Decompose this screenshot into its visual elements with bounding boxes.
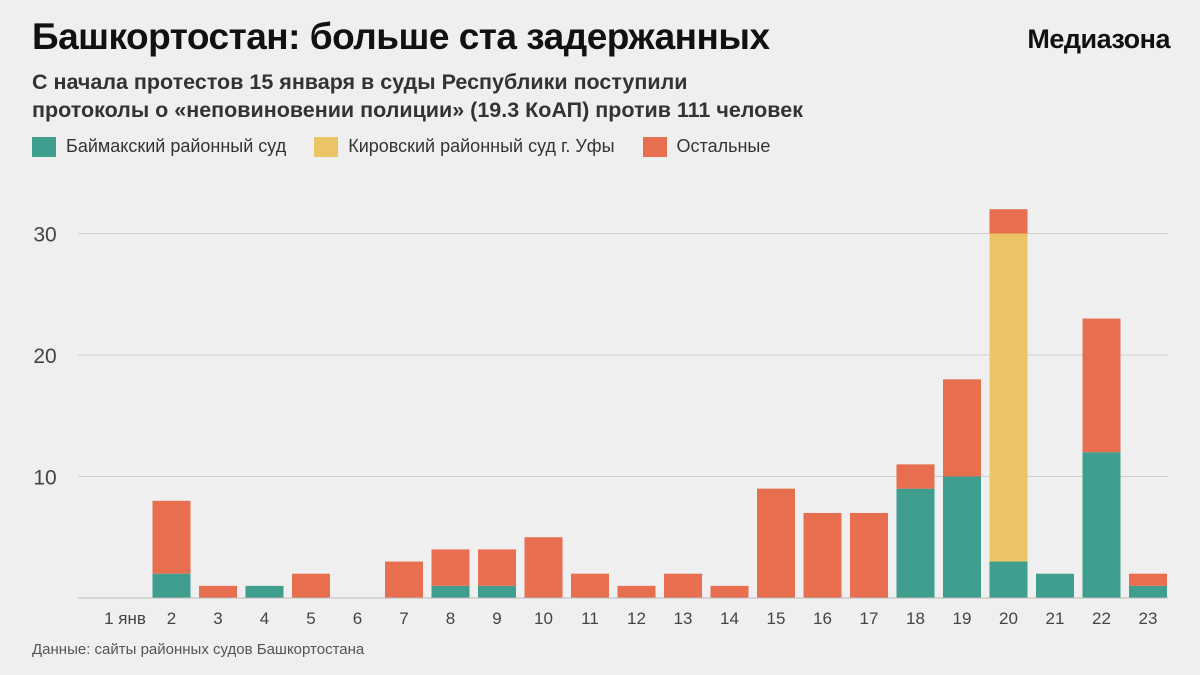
y-tick-label: 20	[33, 345, 56, 368]
source-note: Данные: сайты районных судов Башкортоста…	[32, 641, 365, 658]
x-tick-label: 18	[906, 609, 925, 628]
x-tick-label: 4	[260, 609, 269, 628]
x-tick-label: 10	[534, 609, 553, 628]
bar-segment	[524, 537, 563, 598]
brand-logo: Медиазона	[1027, 24, 1170, 54]
bar-segment	[152, 573, 191, 598]
legend-swatch	[314, 136, 339, 157]
bar-segment	[431, 585, 470, 598]
subtitle-line: С начала протестов 15 января в суды Респ…	[32, 70, 688, 94]
x-tick-label: 22	[1092, 609, 1111, 628]
bar-segment	[431, 549, 470, 586]
x-tick-label: 3	[213, 609, 222, 628]
bar-segment	[617, 585, 656, 598]
legend-label: Кировский районный суд г. Уфы	[348, 136, 615, 156]
legend-swatch	[32, 136, 56, 157]
legend-label: Баймакский районный суд	[66, 136, 287, 156]
bar-segment	[478, 585, 516, 598]
x-tick-label: 13	[674, 609, 693, 628]
x-tick-label: 23	[1139, 609, 1158, 628]
bar-segment	[803, 512, 842, 598]
legend-item: Остальные	[642, 136, 771, 157]
y-tick-label: 10	[33, 467, 56, 490]
bar-segment	[245, 585, 284, 598]
x-tick-label: 20	[999, 609, 1018, 628]
x-tick-label: 8	[446, 609, 455, 628]
x-tick-label: 16	[813, 609, 832, 628]
bar-segment	[292, 573, 330, 598]
bar-segment	[757, 488, 795, 598]
x-tick-label: 17	[860, 609, 879, 628]
bar-segment	[1129, 585, 1167, 598]
bar-segment	[1036, 573, 1074, 598]
bar-segment	[199, 585, 237, 598]
bar-segment	[850, 512, 888, 598]
bar-segment	[896, 464, 935, 489]
x-tick-label: 11	[581, 609, 599, 628]
bar-segment	[571, 573, 609, 598]
chart-title: Башкортостан: больше ста задержанных	[32, 16, 770, 57]
bar-segment	[710, 585, 749, 598]
bar-segment	[1082, 452, 1121, 598]
y-tick-label: 30	[33, 224, 56, 247]
bar-segment	[943, 476, 981, 598]
x-tick-label: 2	[167, 609, 176, 628]
x-tick-label: 7	[399, 609, 408, 628]
bar-segment	[989, 561, 1028, 598]
bar-segment	[896, 488, 935, 598]
bar-segment	[152, 500, 191, 574]
bar-segment	[1129, 573, 1167, 586]
x-tick-label: 15	[767, 609, 786, 628]
bar-segment	[989, 209, 1028, 234]
bar-segment	[385, 561, 423, 598]
legend-label: Остальные	[676, 136, 771, 156]
x-tick-label: 9	[492, 609, 501, 628]
subtitle-line: протоколы о «неповиновении полиции» (19.…	[32, 98, 803, 122]
legend-item: Кировский районный суд г. Уфы	[314, 136, 615, 157]
x-tick-label: 19	[953, 609, 972, 628]
bar-segment	[989, 233, 1028, 562]
legend: Баймакский районный суд Кировский районн…	[32, 136, 770, 157]
x-tick-label: 6	[353, 609, 362, 628]
bar-segment	[664, 573, 702, 598]
legend-item: Баймакский районный суд	[32, 136, 286, 157]
chart-subtitle: С начала протестов 15 января в суды Респ…	[32, 68, 1032, 124]
x-tick-label: 1 янв	[104, 609, 146, 628]
bar-segment	[478, 549, 516, 586]
bar-segment	[943, 379, 981, 477]
x-tick-label: 21	[1046, 609, 1065, 628]
x-tick-label: 14	[720, 609, 739, 628]
legend-swatch	[642, 136, 667, 157]
x-tick-label: 12	[627, 609, 646, 628]
x-tick-label: 5	[306, 609, 315, 628]
bar-segment	[1082, 318, 1121, 453]
